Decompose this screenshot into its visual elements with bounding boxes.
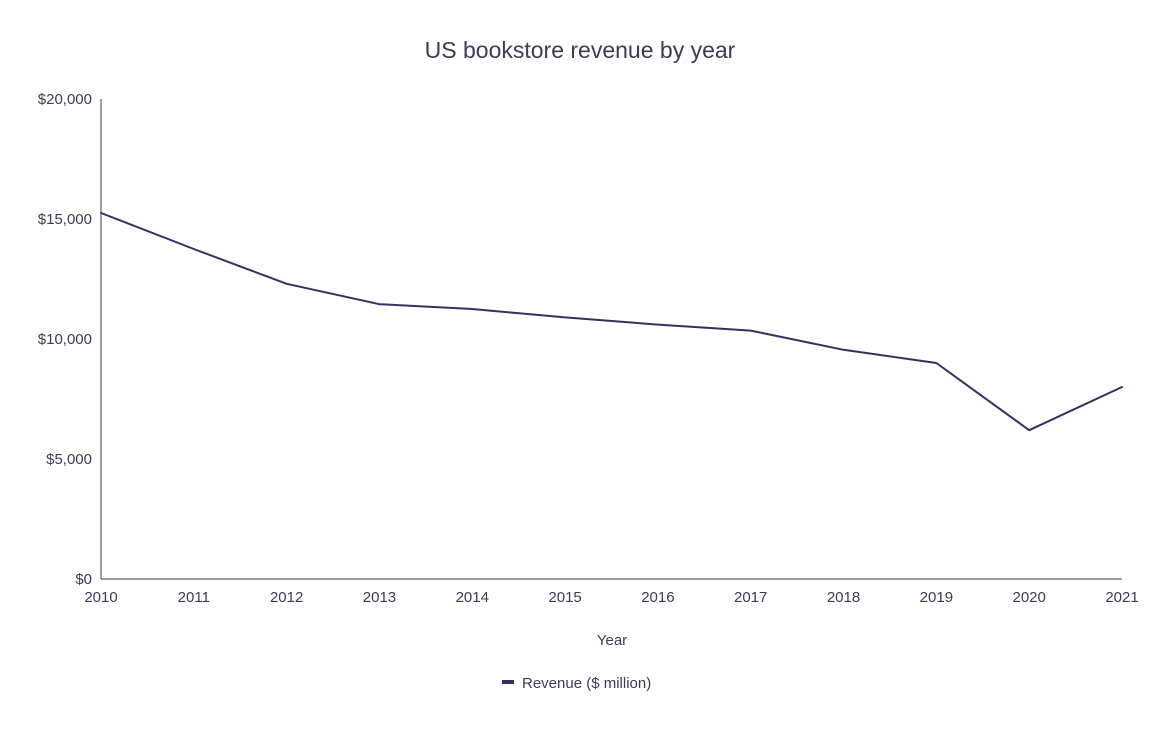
data-point <box>563 315 567 319</box>
data-point <box>470 307 474 311</box>
series-line <box>100 212 1123 432</box>
y-axis-ticks: $0 $5,000 $10,000 $15,000 $20,000 <box>38 91 92 588</box>
data-point <box>1120 385 1124 389</box>
data-point <box>285 282 289 286</box>
x-tick-label: 2010 <box>84 589 117 606</box>
y-tick-label: $10,000 <box>38 331 92 348</box>
x-tick-label: 2015 <box>548 589 581 606</box>
data-point <box>656 323 660 327</box>
data-point <box>377 302 381 306</box>
x-tick-label: 2017 <box>734 589 767 606</box>
x-tick-label: 2012 <box>270 589 303 606</box>
x-tick-label: 2021 <box>1105 589 1138 606</box>
y-tick-label: $0 <box>75 571 92 588</box>
data-point <box>749 329 753 333</box>
y-tick-label: $15,000 <box>38 211 92 228</box>
x-tick-label: 2014 <box>456 589 489 606</box>
x-tick-label: 2018 <box>827 589 860 606</box>
chart-title: US bookstore revenue by year <box>425 37 736 63</box>
series-layer <box>99 211 1124 432</box>
legend-label: Revenue ($ million) <box>522 675 651 692</box>
data-point <box>842 348 846 352</box>
legend: Revenue ($ million) <box>502 675 651 692</box>
x-axis-title: Year <box>597 632 627 649</box>
y-tick-label: $5,000 <box>46 451 92 468</box>
x-tick-label: 2019 <box>920 589 953 606</box>
data-point <box>192 247 196 251</box>
x-tick-label: 2016 <box>641 589 674 606</box>
x-tick-label: 2020 <box>1012 589 1045 606</box>
x-axis-ticks: 2010 2011 2012 2013 2014 2015 2016 2017 2018 2019… <box>84 589 1138 606</box>
data-point <box>934 361 938 365</box>
y-tick-label: $20,000 <box>38 91 92 108</box>
data-point <box>1027 428 1031 432</box>
x-tick-label: 2013 <box>363 589 396 606</box>
legend-swatch <box>502 680 514 684</box>
x-tick-label: 2011 <box>178 589 210 606</box>
data-point <box>99 211 103 215</box>
